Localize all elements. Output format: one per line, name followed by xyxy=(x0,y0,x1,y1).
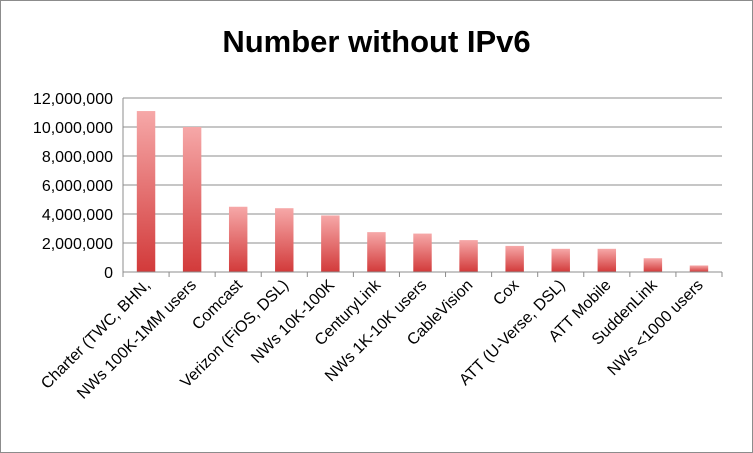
bar xyxy=(183,127,201,272)
bars xyxy=(137,111,708,272)
y-tick-label: 10,000,000 xyxy=(33,120,113,137)
bar xyxy=(690,265,708,272)
bar xyxy=(459,240,477,272)
y-tick-label: 0 xyxy=(104,265,113,282)
bar xyxy=(321,215,339,272)
bar xyxy=(413,234,431,272)
x-tick-label: Cox xyxy=(490,277,522,309)
bar xyxy=(367,232,385,272)
gridlines xyxy=(123,98,722,243)
bar xyxy=(644,258,662,272)
bar xyxy=(598,249,616,272)
y-tick-label: 8,000,000 xyxy=(42,149,113,166)
bar xyxy=(552,249,570,272)
bar xyxy=(137,111,155,272)
y-tick-label: 2,000,000 xyxy=(42,236,113,253)
y-tick-label: 4,000,000 xyxy=(42,207,113,224)
y-tick-labels: 0 2,000,000 4,000,000 6,000,000 8,000,000 10,… xyxy=(33,91,113,282)
x-tick-label: NWs 10K-100K xyxy=(248,277,338,367)
y-tick-label: 6,000,000 xyxy=(42,178,113,195)
y-tick-label: 12,000,000 xyxy=(33,91,113,108)
bar xyxy=(505,246,523,272)
bar xyxy=(229,207,247,272)
bar xyxy=(275,208,293,272)
x-tick-labels: Charter (TWC, BHN,NWs 100K-1MM usersComc… xyxy=(38,276,707,403)
